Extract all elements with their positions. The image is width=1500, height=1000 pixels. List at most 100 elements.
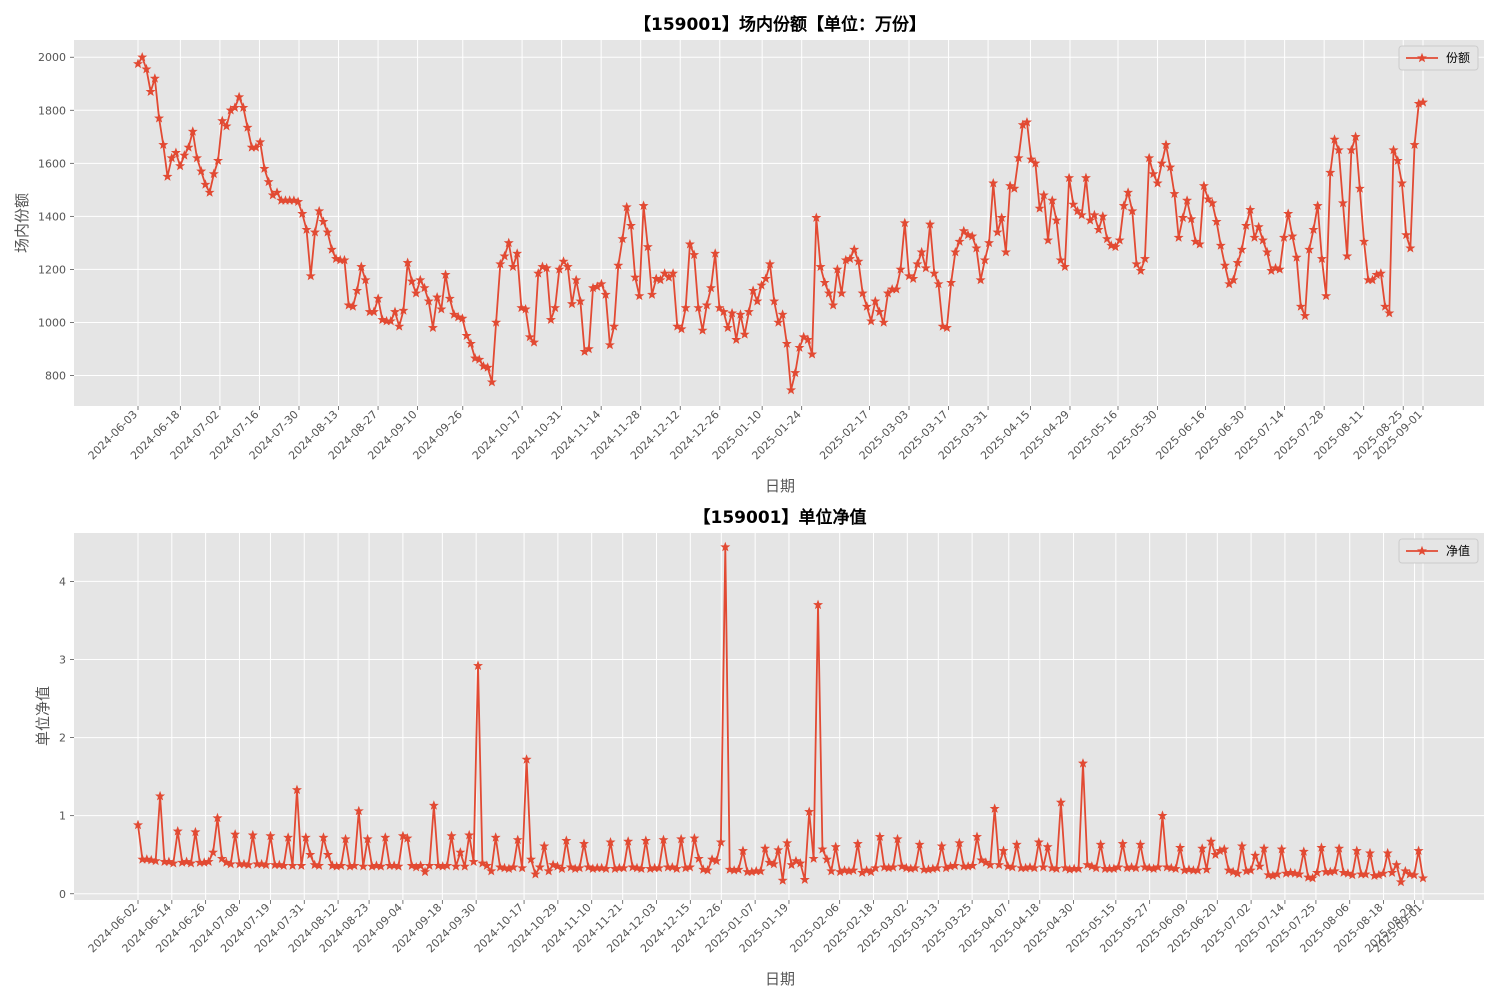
data-point (1034, 203, 1045, 213)
data-point (520, 303, 531, 314)
data-point (916, 246, 927, 257)
data-point (442, 860, 453, 870)
data-point (1396, 177, 1407, 188)
data-point (671, 863, 682, 874)
data-point (914, 839, 925, 849)
data-point (949, 860, 960, 870)
data-point (937, 321, 948, 331)
data-point (166, 152, 177, 163)
chart-shares: 【159001】场内份额【单位：万份】 800 1000 1200 1400 1600 1… (13, 14, 1484, 495)
data-point (221, 857, 232, 867)
data-point (377, 314, 388, 325)
data-point (1059, 261, 1070, 272)
data-point (238, 102, 249, 112)
data-point (154, 112, 165, 123)
data-point (1392, 155, 1403, 165)
data-point (658, 834, 669, 845)
y-axis-label: 场内份额 (13, 193, 31, 253)
data-point (954, 236, 965, 246)
data-point (804, 806, 815, 817)
data-point (786, 384, 797, 395)
data-point (179, 150, 190, 160)
data-point (1127, 205, 1138, 216)
data-point (672, 321, 683, 331)
data-point (394, 321, 405, 331)
data-point (339, 254, 350, 265)
data-point (609, 321, 620, 331)
data-point (419, 282, 430, 293)
data-point (411, 288, 422, 298)
data-point (764, 857, 775, 867)
data-point (181, 856, 192, 866)
data-point (1253, 221, 1264, 232)
data-point (1106, 240, 1117, 250)
data-point (989, 803, 1000, 813)
data-point (1254, 861, 1265, 871)
data-point (1173, 232, 1184, 242)
data-point (247, 829, 258, 840)
data-point (508, 861, 519, 872)
data-point (1182, 195, 1193, 205)
data-point (444, 293, 455, 303)
plot-area (74, 533, 1484, 900)
data-point (891, 284, 902, 294)
data-point (684, 238, 695, 249)
data-point (654, 862, 665, 873)
legend-label: 份额 (1446, 51, 1470, 65)
data-point (777, 875, 788, 885)
data-point (1391, 859, 1402, 870)
data-point (340, 833, 351, 844)
data-point (1283, 208, 1294, 218)
data-point (975, 274, 986, 285)
data-point (574, 862, 585, 873)
data-point (1047, 195, 1058, 205)
data-point (1043, 234, 1054, 245)
data-point (562, 261, 573, 272)
data-point (715, 836, 726, 847)
data-point (936, 840, 947, 851)
data-point (265, 830, 276, 841)
data-point (455, 847, 466, 857)
data-point (1038, 189, 1049, 200)
legend-label: 净值 (1446, 543, 1470, 558)
data-point (777, 309, 788, 319)
data-point (272, 187, 283, 197)
data-point (857, 288, 868, 298)
data-point (415, 860, 426, 870)
data-point (958, 225, 969, 236)
data-point (1135, 839, 1146, 849)
data-point (853, 256, 864, 266)
data-point (1304, 244, 1315, 254)
data-point (1219, 260, 1230, 270)
data-point (397, 830, 408, 841)
data-point (832, 264, 843, 274)
data-point (760, 843, 771, 853)
data-point (229, 102, 240, 112)
data-point (1249, 232, 1260, 242)
data-point (764, 258, 775, 269)
data-point (1272, 868, 1283, 879)
data-point (1250, 850, 1261, 860)
data-point (491, 317, 502, 327)
data-point (912, 258, 923, 269)
data-point (406, 276, 417, 286)
data-point (899, 217, 910, 228)
data-point (1291, 252, 1302, 262)
data-point (213, 155, 224, 165)
data-point (932, 862, 943, 873)
data-point (743, 306, 754, 317)
data-point (790, 855, 801, 866)
data-point (561, 835, 572, 845)
data-point (861, 301, 872, 311)
data-point (1026, 154, 1037, 164)
data-point (1346, 144, 1357, 155)
data-point (141, 63, 152, 74)
data-point (424, 860, 435, 870)
y-tick-label: 1600 (38, 157, 66, 170)
data-point (1294, 868, 1305, 879)
data-point (748, 285, 759, 295)
data-point (979, 254, 990, 265)
data-point (283, 832, 294, 842)
data-point (600, 289, 611, 299)
